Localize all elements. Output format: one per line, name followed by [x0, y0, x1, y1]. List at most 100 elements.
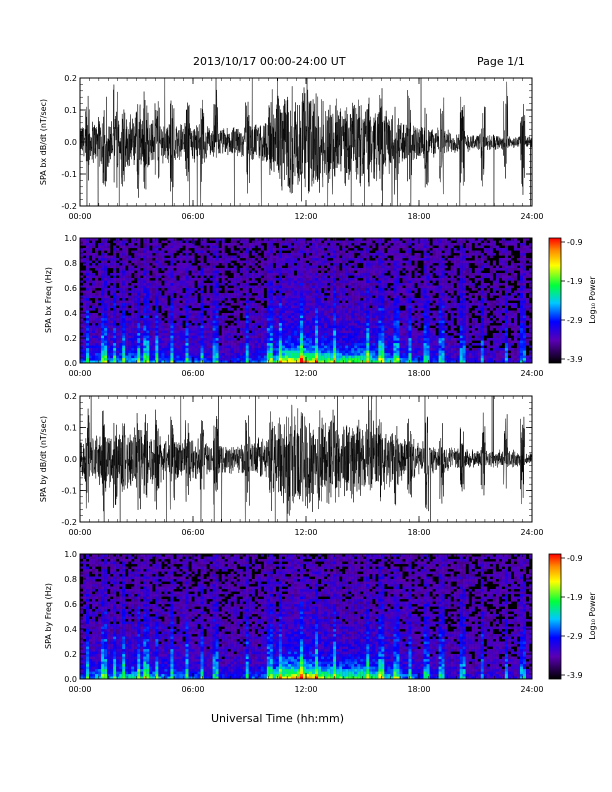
- spectrogram-cell: [321, 305, 325, 309]
- spectrogram-cell: [224, 288, 228, 291]
- spectrogram-cell: [278, 298, 282, 301]
- spectrogram-cell: [140, 325, 144, 329]
- spectrogram-cell: [95, 248, 99, 251]
- spectrogram-cell: [284, 270, 289, 274]
- spectrogram-cell: [236, 300, 240, 304]
- spectrogram-cell: [92, 348, 96, 351]
- spectrogram-cell: [137, 340, 141, 344]
- spectrogram-cell: [263, 343, 267, 346]
- spectrogram-cell: [248, 333, 252, 336]
- spectrogram-cell: [125, 275, 129, 279]
- spectrogram-cell: [278, 285, 282, 289]
- spectrogram-cell: [275, 303, 279, 306]
- spectrogram-cell: [408, 320, 412, 324]
- spectrogram-cell: [233, 355, 237, 359]
- spectrogram-cell: [363, 288, 367, 291]
- spectrogram-cell: [239, 253, 243, 256]
- spectrogram-cell: [86, 295, 90, 299]
- spectrogram-cell: [155, 350, 159, 354]
- spectrogram-cell: [324, 323, 328, 326]
- spectrogram-cell: [293, 285, 298, 289]
- spectrogram-cell: [83, 303, 87, 306]
- spectrogram-cell: [384, 313, 388, 316]
- spectrogram-cell: [167, 305, 171, 309]
- spectrogram-cell: [143, 270, 147, 274]
- spectrogram-cell: [203, 273, 207, 276]
- spectrogram-cell: [146, 305, 150, 309]
- spectrogram-cell: [384, 290, 388, 294]
- spectrogram-cell: [248, 338, 252, 341]
- spectrogram-cell: [354, 250, 358, 254]
- spectrogram-cell: [137, 243, 141, 246]
- spectrogram-cell: [290, 290, 295, 294]
- spectrogram-cell: [354, 340, 358, 344]
- spectrogram-cell: [101, 355, 105, 359]
- spectrogram-cell: [101, 330, 105, 334]
- spectrogram-cell: [254, 243, 258, 246]
- spectrogram-cell: [236, 295, 240, 299]
- spectrogram-cell: [197, 328, 201, 331]
- spectrogram-cell: [321, 275, 325, 279]
- spectrogram-cell: [363, 253, 367, 256]
- spectrogram-cell: [242, 338, 246, 341]
- spectrogram-cell: [128, 275, 132, 279]
- spectrogram-cell: [239, 238, 243, 241]
- spectrogram-cell: [95, 360, 99, 364]
- spectrogram-cell: [215, 355, 219, 359]
- spectrogram-cell: [137, 268, 141, 271]
- spectrogram-cell: [278, 360, 282, 364]
- spectrogram-cell: [293, 255, 298, 259]
- spectrogram-cell: [164, 355, 168, 359]
- spectrogram-cell: [131, 335, 135, 339]
- spectrogram-cell: [152, 288, 156, 291]
- spectrogram-cell: [218, 353, 222, 356]
- spectrogram-cell: [366, 278, 370, 281]
- spectrogram-cell: [221, 340, 225, 344]
- spectrogram-cell: [336, 350, 340, 354]
- spectrogram-cell: [122, 248, 126, 251]
- spectrogram-cell: [251, 328, 255, 331]
- spectrogram-cell: [197, 250, 201, 254]
- spectrogram-cell: [318, 353, 322, 356]
- spectrogram-cell: [257, 288, 261, 291]
- spectrogram-cell: [119, 308, 123, 311]
- spectrogram-cell: [312, 263, 316, 266]
- spectrogram-cell: [287, 298, 292, 301]
- spectrogram-cell: [296, 355, 301, 359]
- spectrogram-cell: [360, 315, 364, 319]
- spectrogram-cell: [236, 260, 240, 264]
- spectrogram-cell: [131, 293, 135, 296]
- spectrogram-cell: [293, 265, 298, 269]
- spectrogram-cell: [360, 328, 364, 331]
- spectrogram-cell: [83, 273, 87, 276]
- x-tick-label: 00:00: [68, 212, 91, 221]
- spectrogram-cell: [179, 358, 183, 361]
- spectrogram-cell: [215, 238, 219, 241]
- spectrogram-cell: [236, 360, 240, 364]
- spectrogram-cell: [116, 310, 120, 314]
- spectrogram-cell: [354, 295, 358, 299]
- spectrogram-cell: [296, 285, 301, 289]
- spectrogram-cell: [89, 315, 93, 319]
- spectrogram-cell: [140, 358, 144, 361]
- spectrogram-cell: [176, 350, 180, 354]
- spectrogram-cell: [146, 280, 150, 284]
- spectrogram-cell: [113, 260, 117, 264]
- spectrogram-cell: [290, 310, 295, 314]
- spectrogram-cell: [408, 308, 412, 311]
- spectrogram-cell: [293, 283, 298, 286]
- spectrogram-cell: [281, 335, 285, 339]
- spectrogram-cell: [134, 303, 138, 306]
- spectrogram-cell: [381, 275, 385, 279]
- spectrogram-cell: [143, 353, 147, 356]
- spectrogram-cell: [248, 335, 252, 339]
- spectrogram-cell: [185, 358, 189, 361]
- spectrogram-cell: [263, 338, 267, 341]
- spectrogram-cell: [107, 320, 111, 324]
- spectrogram-cell: [275, 353, 279, 356]
- spectrogram-cell: [306, 328, 310, 331]
- spectrogram-cell: [173, 333, 177, 336]
- spectrogram-cell: [83, 238, 87, 241]
- spectrogram-cell: [224, 300, 228, 304]
- spectrogram-cell: [333, 303, 337, 306]
